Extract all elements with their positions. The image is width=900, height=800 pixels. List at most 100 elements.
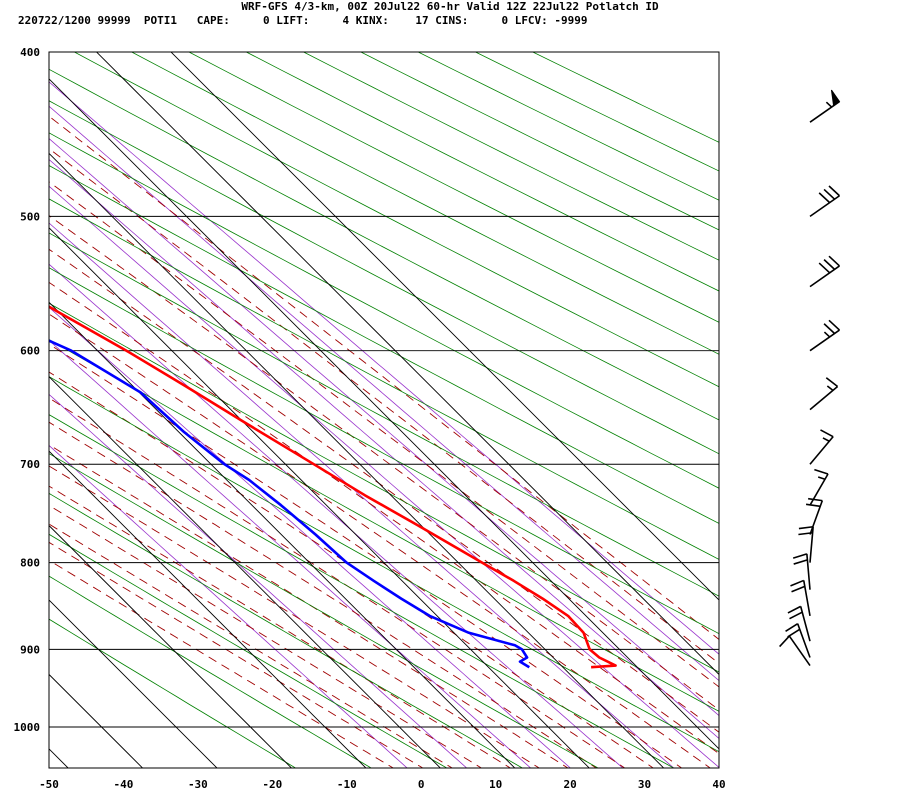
dry-adiabat bbox=[49, 165, 719, 524]
dry-adiabat bbox=[130, 52, 719, 355]
x-tick-label: 40 bbox=[712, 778, 725, 791]
wind-barb bbox=[785, 623, 811, 658]
barb-staff bbox=[809, 195, 840, 218]
mixing-ratio-line bbox=[49, 105, 719, 682]
dry-adiabat bbox=[49, 533, 448, 768]
barb-feather bbox=[823, 259, 836, 270]
y-tick-label: 700 bbox=[20, 458, 40, 471]
wind-barb bbox=[809, 185, 841, 218]
barb-feather bbox=[805, 503, 821, 508]
wind-barb bbox=[809, 319, 841, 352]
x-tick-label: -40 bbox=[114, 778, 134, 791]
mixing-ratio-line bbox=[49, 306, 571, 768]
barb-half-feather bbox=[817, 476, 826, 480]
barb-staff bbox=[809, 329, 840, 352]
barb-feather bbox=[792, 553, 808, 559]
barb-feather bbox=[820, 429, 834, 438]
moist-adiabat bbox=[49, 248, 719, 733]
temperature-profile bbox=[49, 305, 617, 669]
barb-feather bbox=[789, 611, 803, 620]
dry-adiabat bbox=[49, 267, 719, 635]
dewpoint-profile bbox=[49, 339, 530, 669]
barb-half-feather bbox=[826, 385, 834, 392]
barb-feather bbox=[790, 579, 805, 587]
moist-adiabats bbox=[49, 115, 719, 768]
y-tick-label: 900 bbox=[20, 643, 40, 656]
dry-adiabat bbox=[245, 52, 719, 292]
barb-feather bbox=[825, 377, 839, 388]
mixing-ratio-line bbox=[49, 138, 719, 717]
mixing-ratio-line bbox=[49, 393, 468, 768]
barb-staff bbox=[788, 635, 811, 667]
plot-frame bbox=[48, 51, 720, 769]
barb-feather bbox=[798, 531, 813, 536]
isotherm-line bbox=[95, 52, 719, 676]
tick-labels: -50 -40 -30 -20 -10 0 10 20 30 40 400 500 600 700 800 9… bbox=[14, 46, 726, 791]
x-tick-label: -50 bbox=[39, 778, 59, 791]
wind-barb bbox=[792, 553, 811, 590]
barb-feather bbox=[798, 525, 814, 530]
wind-barb bbox=[779, 635, 811, 667]
mixing-ratio-line bbox=[49, 185, 719, 768]
barb-feather bbox=[814, 468, 829, 475]
dry-adiabat bbox=[531, 52, 719, 143]
x-tick-label: -30 bbox=[188, 778, 208, 791]
isotherm-line bbox=[49, 673, 144, 768]
moist-adiabat bbox=[49, 313, 711, 768]
isotherm-line bbox=[49, 599, 218, 768]
wind-barb bbox=[809, 255, 841, 288]
dry-adiabats bbox=[49, 52, 719, 768]
dry-adiabat bbox=[49, 575, 372, 768]
barb-half-feather bbox=[823, 331, 831, 338]
barb-staff bbox=[799, 606, 811, 642]
y-tick-label: 800 bbox=[20, 557, 40, 570]
barb-staff bbox=[809, 385, 839, 411]
dry-adiabat bbox=[49, 453, 599, 768]
barb-feather bbox=[808, 497, 823, 502]
sounding-indices: 220722/1200 99999 POTI1 CAPE: 0 LIFT: 4 … bbox=[18, 14, 588, 27]
dry-adiabat bbox=[49, 618, 297, 768]
barb-feather bbox=[787, 605, 802, 614]
barb-feather bbox=[823, 323, 836, 335]
dry-adiabat bbox=[360, 52, 719, 231]
dry-adiabat bbox=[49, 492, 524, 768]
x-tick-label: 30 bbox=[638, 778, 651, 791]
barb-half-feather bbox=[825, 101, 833, 108]
wind-barb bbox=[805, 497, 824, 535]
moist-adiabat bbox=[49, 421, 598, 768]
wind-barbs bbox=[779, 89, 841, 667]
mixing-ratio-line bbox=[49, 81, 719, 655]
isotherm-line bbox=[49, 152, 665, 768]
barb-feather bbox=[787, 628, 801, 638]
isotherm-line bbox=[49, 450, 367, 768]
moist-adiabat bbox=[49, 148, 719, 664]
wind-barb bbox=[809, 89, 841, 123]
isotherm-line bbox=[49, 376, 441, 768]
isotherm-line bbox=[49, 227, 590, 768]
profile-lines bbox=[49, 305, 617, 669]
y-tick-label: 500 bbox=[20, 210, 40, 223]
y-tick-label: 600 bbox=[20, 345, 40, 358]
barb-pennant bbox=[830, 89, 841, 107]
x-tick-label: -10 bbox=[337, 778, 357, 791]
grid bbox=[49, 52, 719, 768]
barb-feather bbox=[823, 188, 836, 200]
moist-adiabat bbox=[49, 215, 719, 711]
dry-adiabat bbox=[417, 52, 719, 201]
mixing-ratio-lines bbox=[49, 81, 719, 768]
dry-adiabat bbox=[49, 376, 719, 753]
x-tick-label: 20 bbox=[563, 778, 576, 791]
mixing-ratio-line bbox=[49, 263, 624, 768]
moist-adiabat bbox=[49, 397, 626, 768]
dry-adiabat bbox=[49, 198, 719, 560]
wind-barb bbox=[809, 377, 839, 411]
y-tick-label: 1000 bbox=[14, 721, 41, 734]
moist-adiabat bbox=[49, 281, 719, 755]
barb-half-feather bbox=[822, 437, 830, 442]
dry-adiabat bbox=[49, 132, 719, 489]
mixing-ratio-line bbox=[49, 339, 532, 768]
isotherm-line bbox=[49, 301, 516, 768]
mixing-ratio-line bbox=[49, 444, 408, 768]
moist-adiabat bbox=[49, 485, 512, 768]
